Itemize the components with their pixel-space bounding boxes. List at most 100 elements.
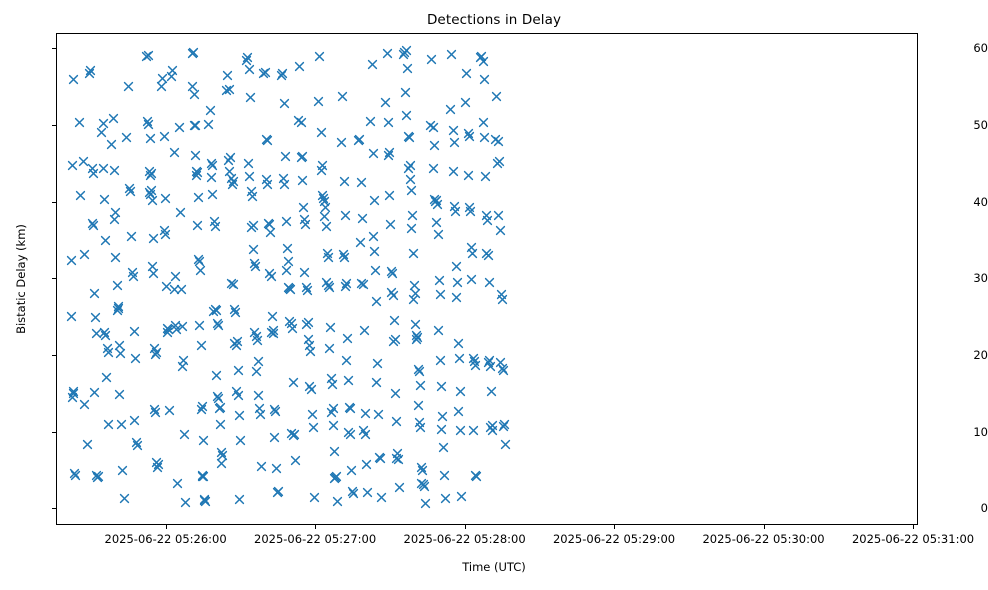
data-point bbox=[227, 179, 238, 190]
data-point bbox=[153, 459, 164, 470]
data-point bbox=[215, 402, 226, 413]
data-point bbox=[313, 96, 324, 107]
data-point bbox=[178, 355, 189, 366]
data-point bbox=[226, 278, 237, 289]
data-point bbox=[253, 356, 264, 367]
data-point bbox=[172, 478, 183, 489]
data-point bbox=[318, 193, 329, 204]
data-point bbox=[479, 74, 490, 85]
data-point bbox=[467, 248, 478, 259]
data-point bbox=[389, 315, 400, 326]
data-point bbox=[317, 160, 328, 171]
data-point bbox=[371, 296, 382, 307]
data-point bbox=[369, 246, 380, 257]
data-point bbox=[171, 324, 182, 335]
data-point bbox=[205, 105, 216, 116]
x-tick-label: 2025-06-22 05:26:00 bbox=[104, 532, 227, 546]
data-point bbox=[490, 134, 501, 145]
data-point bbox=[373, 409, 384, 420]
data-point bbox=[375, 453, 386, 464]
data-point bbox=[341, 355, 352, 366]
data-point bbox=[230, 307, 241, 318]
data-point bbox=[435, 355, 446, 366]
data-point bbox=[433, 229, 444, 240]
data-point bbox=[410, 288, 421, 299]
data-point bbox=[68, 388, 79, 399]
data-point bbox=[460, 97, 471, 108]
data-point bbox=[199, 494, 210, 505]
data-point bbox=[82, 439, 93, 450]
data-point bbox=[228, 176, 239, 187]
data-point bbox=[415, 380, 426, 391]
data-point bbox=[416, 478, 427, 489]
data-point bbox=[166, 71, 177, 82]
data-point bbox=[371, 377, 382, 388]
data-point bbox=[303, 334, 314, 345]
data-point bbox=[324, 343, 335, 354]
data-point bbox=[99, 327, 110, 338]
data-point bbox=[301, 319, 312, 330]
data-point bbox=[497, 294, 508, 305]
data-point bbox=[265, 227, 276, 238]
data-point bbox=[469, 356, 480, 367]
data-point bbox=[463, 170, 474, 181]
data-point bbox=[91, 328, 102, 339]
x-tick-mark bbox=[165, 525, 167, 529]
data-point bbox=[88, 220, 99, 231]
data-point bbox=[278, 173, 289, 184]
data-point bbox=[277, 68, 288, 79]
data-point bbox=[281, 216, 292, 227]
data-point bbox=[112, 280, 123, 291]
data-point bbox=[297, 175, 308, 186]
data-point bbox=[127, 267, 138, 278]
data-point bbox=[438, 442, 449, 453]
data-point bbox=[297, 151, 308, 162]
data-point bbox=[326, 407, 337, 418]
data-point bbox=[495, 225, 506, 236]
data-point bbox=[347, 486, 358, 497]
data-point bbox=[66, 311, 77, 322]
data-point bbox=[300, 219, 311, 230]
data-point bbox=[113, 301, 124, 312]
data-point bbox=[266, 327, 277, 338]
data-point bbox=[209, 216, 220, 227]
data-point bbox=[212, 318, 223, 329]
data-point bbox=[406, 223, 417, 234]
data-point bbox=[324, 282, 335, 293]
data-point bbox=[498, 365, 509, 376]
data-point bbox=[78, 156, 89, 167]
y-tick-mark bbox=[52, 48, 56, 50]
data-point bbox=[189, 120, 200, 131]
data-point bbox=[415, 422, 426, 433]
data-point bbox=[150, 407, 161, 418]
data-point bbox=[416, 462, 427, 473]
data-point bbox=[119, 493, 130, 504]
data-point bbox=[345, 429, 356, 440]
data-point bbox=[484, 355, 495, 366]
data-point bbox=[92, 472, 103, 483]
x-tick-label: 2025-06-22 05:30:00 bbox=[702, 532, 825, 546]
data-point bbox=[497, 363, 508, 374]
data-point bbox=[405, 174, 416, 185]
data-point bbox=[149, 404, 160, 415]
data-point bbox=[308, 422, 319, 433]
data-point bbox=[348, 488, 359, 499]
y-axis-label: Bistatic Delay (km) bbox=[14, 224, 28, 334]
data-point bbox=[101, 372, 112, 383]
data-point bbox=[294, 61, 305, 72]
data-point bbox=[269, 404, 280, 415]
data-point bbox=[67, 392, 78, 403]
data-point bbox=[244, 171, 255, 182]
data-point bbox=[190, 150, 201, 161]
data-point bbox=[162, 323, 173, 334]
data-point bbox=[249, 258, 260, 269]
data-point bbox=[484, 277, 495, 288]
data-point bbox=[492, 158, 503, 169]
data-point bbox=[85, 65, 96, 76]
data-point bbox=[419, 481, 430, 492]
data-point bbox=[299, 214, 310, 225]
data-point bbox=[159, 225, 170, 236]
data-point bbox=[356, 177, 367, 188]
data-point bbox=[301, 282, 312, 293]
data-point bbox=[498, 421, 509, 432]
